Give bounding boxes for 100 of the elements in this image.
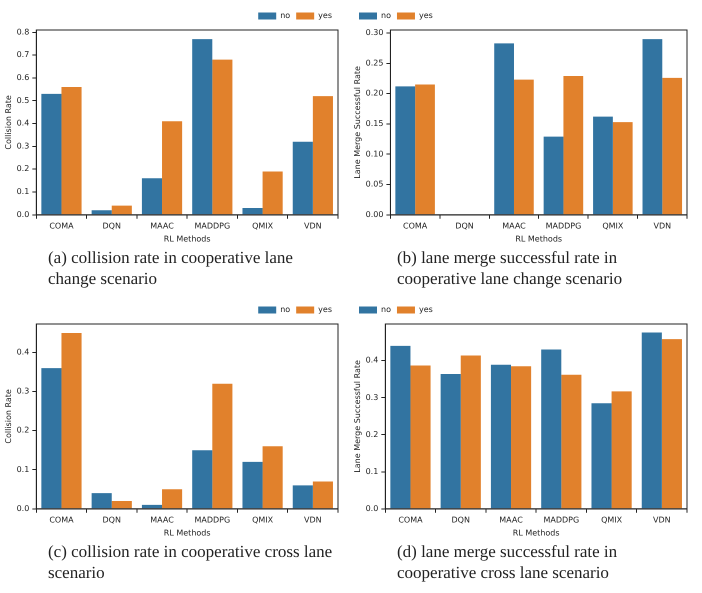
text: (d) lane merge successful rate in cooperative cross lane scenario <box>397 541 618 583</box>
y-tick-label: 0.0 <box>366 504 378 513</box>
bar <box>312 481 333 508</box>
bar <box>41 368 62 508</box>
y-tick-label: 0.30 <box>366 28 384 38</box>
x-tick-label: MADDPG <box>194 516 230 525</box>
bar <box>460 355 481 508</box>
x-axis-title: RL Methods <box>515 234 562 244</box>
y-tick-label: 0.2 <box>16 164 30 174</box>
x-tick-label: QMIX <box>252 222 274 231</box>
bar <box>541 350 562 508</box>
y-tick-label: 0.2 <box>366 430 378 439</box>
x-axis-title: RL Methods <box>164 528 211 538</box>
bar <box>511 366 532 508</box>
text: (c) collision rate in cooperative cross lane scenario <box>48 541 333 583</box>
y-tick-label: 0.20 <box>366 88 384 98</box>
x-tick-label: QMIX <box>601 516 623 525</box>
x-tick-label: VDN <box>304 516 322 525</box>
bar <box>41 94 62 214</box>
bar <box>642 39 662 214</box>
x-tick-label: QMIX <box>252 516 274 525</box>
y-tick-label: 0.7 <box>16 50 30 60</box>
y-tick-label: 0.3 <box>366 392 378 402</box>
y-tick-label: 0.25 <box>366 58 384 68</box>
legend-label: yes <box>318 11 332 20</box>
y-axis-title: Lane Merge Successful Rate <box>352 360 362 473</box>
x-tick-label: MADDPG <box>546 222 582 231</box>
x-tick-label: MAAC <box>502 222 526 231</box>
bar <box>212 384 232 508</box>
x-tick-label: DQN <box>455 222 474 231</box>
bar <box>563 76 584 214</box>
bar <box>262 171 283 214</box>
y-tick-label: 0.00 <box>366 210 384 219</box>
legend-label: yes <box>418 305 433 314</box>
x-tick-label: VDN <box>653 222 672 231</box>
x-tick-label: MADDPG <box>543 516 580 525</box>
bar <box>662 339 682 508</box>
y-tick-label: 0.5 <box>16 96 30 105</box>
text: (a) collision rate in cooperative lane change scenario <box>48 247 294 289</box>
bar <box>561 374 582 508</box>
x-tick-label: MADDPG <box>194 222 230 231</box>
y-axis-title: Lane Merge Successful Rate <box>352 66 362 179</box>
y-tick-label: 0.1 <box>16 187 30 196</box>
bar <box>544 136 564 214</box>
bar <box>112 206 132 214</box>
y-tick-label: 0.4 <box>16 348 30 357</box>
bar <box>292 485 313 508</box>
y-tick-label: 0.0 <box>16 504 30 513</box>
bar <box>612 391 632 508</box>
x-axis-title: RL Methods <box>512 528 560 538</box>
x-tick-label: MAAC <box>150 516 174 525</box>
bar <box>494 43 514 214</box>
y-tick-label: 0.8 <box>16 27 30 36</box>
bar <box>162 489 182 508</box>
bar <box>415 84 435 214</box>
y-tick-label: 0.15 <box>366 118 384 128</box>
bar <box>262 446 283 508</box>
legend-label: no <box>280 305 290 314</box>
bar <box>192 39 212 214</box>
legend-label: yes <box>318 305 332 314</box>
bar <box>490 364 512 508</box>
bar <box>61 87 82 214</box>
bar <box>92 493 112 508</box>
bar <box>312 96 333 214</box>
bar <box>390 346 410 508</box>
y-tick-label: 0.2 <box>16 426 30 435</box>
bar <box>514 80 534 214</box>
x-tick-label: DQN <box>102 516 121 525</box>
bar <box>662 78 682 214</box>
bar <box>112 500 132 508</box>
bar <box>212 60 232 214</box>
x-tick-label: VDN <box>653 516 671 525</box>
bar <box>92 210 112 214</box>
x-tick-label: COMA <box>49 516 74 525</box>
y-tick-label: 0.6 <box>16 72 30 82</box>
bar <box>612 122 633 214</box>
legend-label: no <box>381 305 392 314</box>
bar <box>642 332 662 508</box>
legend-label: yes <box>418 11 433 20</box>
x-tick-label: DQN <box>452 516 470 525</box>
bar <box>162 121 182 214</box>
bar <box>395 86 416 214</box>
x-tick-label: QMIX <box>602 222 624 231</box>
bar <box>591 403 612 508</box>
y-tick-label: 0.1 <box>366 466 378 476</box>
bar <box>142 178 162 214</box>
x-tick-label: COMA <box>402 222 428 231</box>
bar <box>242 208 263 214</box>
legend-label: no <box>280 11 290 20</box>
bar <box>440 374 461 508</box>
y-axis-title: Collision Rate <box>4 389 13 444</box>
x-axis-title: RL Methods <box>164 234 211 244</box>
bar <box>292 142 313 214</box>
y-tick-label: 0.3 <box>16 141 30 150</box>
y-tick-label: 0.10 <box>366 149 384 158</box>
y-tick-label: 0.1 <box>16 464 30 474</box>
x-tick-label: DQN <box>102 222 121 231</box>
y-tick-label: 0.4 <box>16 118 30 128</box>
x-tick-label: COMA <box>398 516 424 525</box>
x-tick-label: COMA <box>49 222 74 231</box>
